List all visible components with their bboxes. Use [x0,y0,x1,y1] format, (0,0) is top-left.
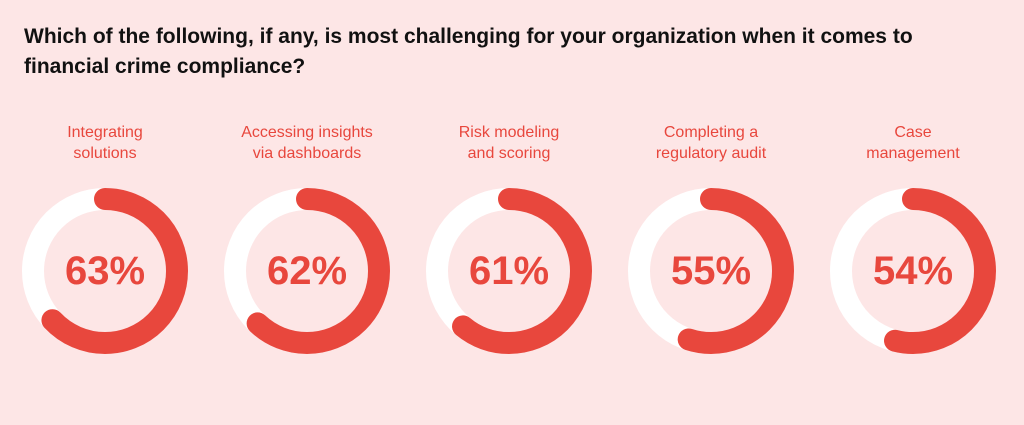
donut-value-arc [830,188,996,354]
category-label: Risk modeling and scoring [458,124,560,162]
percentage-label: 61% [469,249,549,293]
category-label: Integrating solutions [67,124,143,162]
donut-chart: 54% [830,188,996,354]
donut-item: Risk modeling and scoring 61% [414,122,604,362]
donut-chart: 55% [628,188,794,354]
donut-svg: 62% [224,188,390,354]
category-label: Accessing insights via dashboards [241,124,373,162]
donut-chart-row: Integrating solutions 63% Accessing insigh… [0,122,1024,362]
percentage-label: 54% [873,249,953,293]
donut-value-arc [628,188,794,354]
donut-value-arc [426,188,592,354]
category-label: Case management [866,124,960,162]
question-title: Which of the following, if any, is most … [24,25,913,78]
donut-value-arc [224,188,390,354]
donut-svg: 61% [426,188,592,354]
donut-value-arc [22,188,188,354]
percentage-label: 62% [267,249,347,293]
category-label: Completing a regulatory audit [655,124,767,162]
donut-svg: 55% [628,188,794,354]
donut-item: Accessing insights via dashboards 62% [212,122,402,362]
donut-item: Case management 54% [818,122,1008,362]
donut-chart: 61% [426,188,592,354]
donut-svg: 54% [830,188,996,354]
donut-chart: 63% [22,188,188,354]
donut-svg: 63% [22,188,188,354]
percentage-label: 55% [671,249,751,293]
donut-item: Integrating solutions 63% [10,122,200,362]
donut-chart: 62% [224,188,390,354]
donut-item: Completing a regulatory audit 55% [616,122,806,362]
percentage-label: 63% [65,249,145,293]
